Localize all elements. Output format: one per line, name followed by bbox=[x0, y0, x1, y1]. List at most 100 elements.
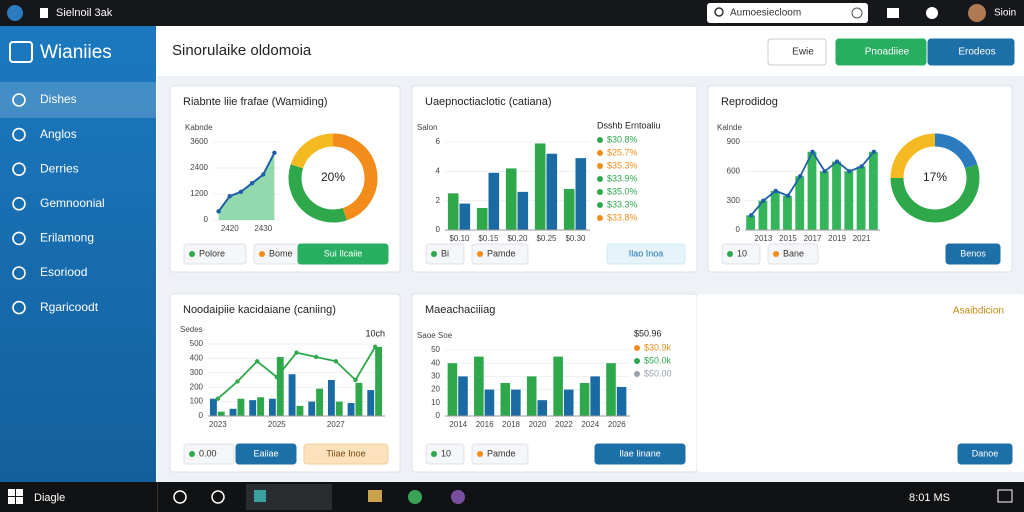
bar bbox=[257, 397, 265, 416]
bar bbox=[746, 215, 756, 230]
card-link[interactable]: Asaibdicion bbox=[953, 306, 1004, 317]
taskbar-search[interactable]: Diagle bbox=[34, 492, 65, 504]
y-tick-label: 100 bbox=[190, 397, 204, 406]
taskbar-divider bbox=[157, 482, 158, 512]
header-button-label: Erodeos bbox=[958, 47, 995, 58]
donut-segment bbox=[288, 164, 347, 223]
chip-label: Pamde bbox=[487, 448, 516, 458]
point bbox=[372, 344, 378, 350]
y-axis-label: Kalnde bbox=[717, 123, 742, 132]
bar bbox=[590, 376, 600, 416]
bar bbox=[807, 151, 817, 230]
card bbox=[169, 293, 401, 473]
clear-icon[interactable] bbox=[851, 7, 863, 19]
action-button[interactable] bbox=[594, 443, 686, 465]
chip-button[interactable] bbox=[183, 243, 247, 265]
start-icon[interactable] bbox=[16, 489, 23, 496]
action-button[interactable] bbox=[945, 243, 1001, 265]
notification-icon[interactable] bbox=[997, 489, 1013, 503]
point bbox=[785, 193, 791, 198]
legend-dot bbox=[597, 137, 603, 143]
header-button[interactable] bbox=[767, 38, 827, 66]
nav-icon bbox=[12, 127, 26, 142]
chip-button[interactable] bbox=[767, 243, 819, 265]
y-tick-label: 3600 bbox=[190, 137, 208, 146]
x-tick-label: $0.20 bbox=[507, 234, 528, 243]
y-tick-label: 400 bbox=[190, 354, 204, 363]
donut-segment bbox=[290, 133, 334, 169]
action-button[interactable] bbox=[297, 243, 389, 265]
avatar[interactable] bbox=[968, 4, 986, 22]
header-button[interactable] bbox=[927, 38, 1015, 66]
chip-label: 0.00 bbox=[199, 448, 217, 458]
x-tick-label: 2017 bbox=[804, 234, 822, 243]
x-tick-label: $0.10 bbox=[449, 234, 470, 243]
chip-button[interactable] bbox=[425, 243, 465, 265]
bar bbox=[856, 166, 866, 230]
task-icon[interactable] bbox=[173, 490, 187, 504]
point bbox=[773, 188, 778, 194]
nav-item[interactable]: Esoriood bbox=[40, 265, 87, 279]
point bbox=[235, 379, 240, 384]
y-axis-label: Salon bbox=[417, 123, 437, 132]
nav-item[interactable]: Derries bbox=[40, 161, 79, 175]
action-label: Ilae Iinane bbox=[619, 448, 661, 458]
point bbox=[333, 359, 339, 364]
action-label: Benos bbox=[960, 248, 986, 258]
chip-label: 10 bbox=[737, 248, 747, 258]
start-icon[interactable] bbox=[16, 497, 23, 504]
task-icon[interactable] bbox=[408, 490, 422, 504]
search-box[interactable] bbox=[707, 3, 868, 23]
task-icon[interactable] bbox=[368, 490, 382, 502]
nav-item[interactable]: Anglos bbox=[40, 127, 77, 141]
chip-icon bbox=[773, 251, 779, 257]
bar bbox=[367, 390, 375, 416]
chip-icon bbox=[431, 251, 437, 257]
bar bbox=[296, 405, 304, 416]
chip-button[interactable] bbox=[425, 443, 465, 465]
legend-dot bbox=[634, 371, 640, 377]
chip-button[interactable] bbox=[471, 243, 529, 265]
point bbox=[871, 149, 877, 154]
bar bbox=[868, 151, 878, 230]
bar bbox=[563, 188, 575, 230]
bar bbox=[575, 158, 587, 230]
donut-segment bbox=[890, 164, 980, 223]
y-tick-label: 40 bbox=[431, 358, 440, 367]
header-button[interactable] bbox=[835, 38, 927, 66]
bar bbox=[268, 398, 276, 416]
nav-icon bbox=[12, 266, 26, 280]
settings-icon[interactable] bbox=[926, 7, 938, 19]
x-tick-label: 2015 bbox=[779, 234, 797, 243]
chip-button[interactable] bbox=[471, 443, 529, 465]
legend-dot bbox=[597, 176, 603, 182]
bar bbox=[209, 398, 217, 416]
user-name: Sioin bbox=[994, 8, 1016, 19]
task-icon[interactable] bbox=[211, 490, 225, 504]
start-icon[interactable] bbox=[8, 489, 15, 496]
nav-item[interactable]: Gemnoonial bbox=[40, 196, 105, 210]
nav-item[interactable]: Dishes bbox=[40, 92, 77, 106]
chip-icon bbox=[189, 251, 195, 257]
nav-item[interactable]: Erilamong bbox=[40, 231, 94, 245]
action-button[interactable] bbox=[235, 443, 297, 465]
nav-item[interactable]: Rgaricoodt bbox=[40, 300, 99, 314]
start-icon[interactable] bbox=[8, 497, 15, 504]
title-bar bbox=[0, 0, 1024, 26]
action-button[interactable] bbox=[957, 443, 1013, 465]
task-icon[interactable] bbox=[451, 490, 465, 504]
chip-button[interactable] bbox=[183, 443, 235, 465]
bar bbox=[308, 401, 316, 416]
y-tick-label: 300 bbox=[190, 368, 204, 377]
card bbox=[697, 294, 1024, 472]
action-button[interactable] bbox=[303, 443, 389, 465]
point bbox=[238, 189, 244, 195]
chip-button[interactable] bbox=[721, 243, 761, 265]
bell-icon[interactable] bbox=[887, 8, 899, 18]
bar bbox=[526, 376, 537, 416]
x-tick-label: 2016 bbox=[476, 420, 494, 429]
brand-logo bbox=[9, 41, 33, 63]
action-button[interactable] bbox=[606, 243, 686, 265]
y-tick-label: 0 bbox=[436, 225, 441, 234]
x-tick-label: $0.30 bbox=[565, 234, 586, 243]
